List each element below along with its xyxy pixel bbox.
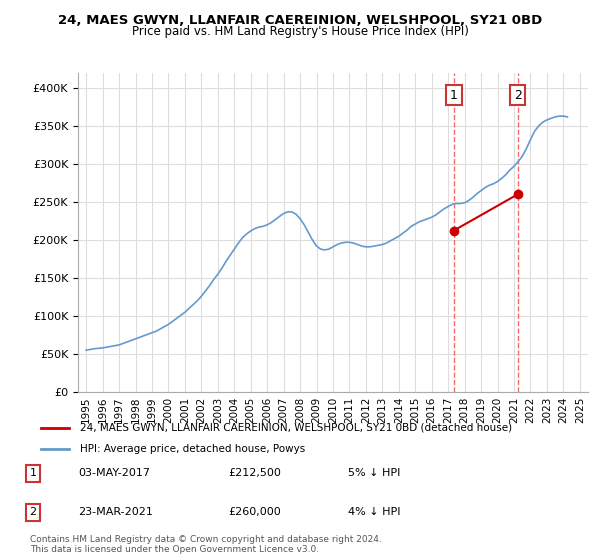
Text: 1: 1 xyxy=(29,468,37,478)
Text: 23-MAR-2021: 23-MAR-2021 xyxy=(78,507,153,517)
Text: Contains HM Land Registry data © Crown copyright and database right 2024.
This d: Contains HM Land Registry data © Crown c… xyxy=(30,535,382,554)
Text: 1: 1 xyxy=(450,88,458,102)
Text: 24, MAES GWYN, LLANFAIR CAEREINION, WELSHPOOL, SY21 0BD (detached house): 24, MAES GWYN, LLANFAIR CAEREINION, WELS… xyxy=(80,423,512,433)
Text: £212,500: £212,500 xyxy=(228,468,281,478)
Text: 2: 2 xyxy=(514,88,521,102)
Text: 2: 2 xyxy=(29,507,37,517)
Text: £260,000: £260,000 xyxy=(228,507,281,517)
Text: 03-MAY-2017: 03-MAY-2017 xyxy=(78,468,150,478)
Text: 4% ↓ HPI: 4% ↓ HPI xyxy=(348,507,401,517)
Text: 5% ↓ HPI: 5% ↓ HPI xyxy=(348,468,400,478)
Text: Price paid vs. HM Land Registry's House Price Index (HPI): Price paid vs. HM Land Registry's House … xyxy=(131,25,469,38)
Text: HPI: Average price, detached house, Powys: HPI: Average price, detached house, Powy… xyxy=(80,444,305,454)
Text: 24, MAES GWYN, LLANFAIR CAEREINION, WELSHPOOL, SY21 0BD: 24, MAES GWYN, LLANFAIR CAEREINION, WELS… xyxy=(58,14,542,27)
